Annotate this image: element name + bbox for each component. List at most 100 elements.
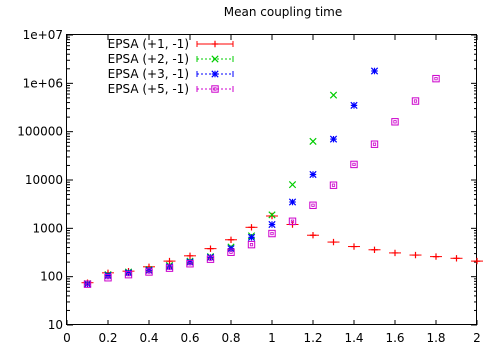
data-point bbox=[370, 140, 379, 148]
data-point-inner bbox=[413, 99, 418, 103]
data-point bbox=[83, 280, 92, 288]
data-point bbox=[453, 255, 460, 262]
data-point bbox=[211, 55, 219, 63]
data-point bbox=[350, 101, 358, 109]
data-point-inner bbox=[311, 203, 315, 207]
data-point bbox=[124, 270, 133, 279]
data-point bbox=[350, 160, 358, 169]
data-point bbox=[186, 252, 194, 260]
x-tick-label: 1.8 bbox=[426, 331, 445, 345]
data-point bbox=[227, 236, 235, 243]
data-point-inner bbox=[352, 162, 356, 167]
data-point bbox=[329, 91, 338, 99]
data-points bbox=[81, 67, 483, 288]
data-point-inner bbox=[249, 243, 254, 247]
data-point bbox=[330, 238, 337, 246]
data-point-inner bbox=[393, 120, 397, 124]
data-point bbox=[247, 240, 256, 249]
y-tick-label: 1e+07 bbox=[23, 28, 63, 42]
x-tick-label: 0.6 bbox=[180, 331, 199, 345]
chart-title: Mean coupling time bbox=[224, 5, 343, 19]
data-point bbox=[268, 220, 276, 229]
data-point bbox=[166, 257, 173, 265]
data-point-inner bbox=[106, 276, 110, 280]
data-point bbox=[329, 181, 338, 189]
y-axis: 10 100 1000 10000 100000 1e+06 1e+07 bbox=[17, 28, 477, 332]
data-point bbox=[268, 229, 276, 238]
data-point bbox=[268, 211, 276, 219]
data-point-inner bbox=[270, 231, 274, 236]
data-point bbox=[411, 97, 420, 105]
data-point bbox=[432, 74, 440, 83]
data-point bbox=[391, 249, 399, 257]
data-point bbox=[211, 70, 219, 78]
data-point bbox=[288, 198, 297, 206]
x-tick-label: 1.4 bbox=[344, 331, 363, 345]
data-point bbox=[391, 118, 399, 126]
data-point bbox=[288, 181, 297, 189]
data-point-inner bbox=[372, 142, 377, 146]
data-point bbox=[124, 269, 133, 277]
data-point bbox=[288, 217, 297, 225]
data-point bbox=[211, 40, 219, 48]
x-tick-label: 1.6 bbox=[385, 331, 404, 345]
data-point-inner bbox=[208, 257, 213, 261]
data-point-inner bbox=[167, 266, 172, 270]
y-tick-label: 10 bbox=[48, 318, 63, 332]
data-point-inner bbox=[229, 250, 233, 254]
x-tick-label: 0 bbox=[63, 331, 71, 345]
data-point bbox=[350, 243, 358, 250]
legend-label: EPSA (+3, -1) bbox=[108, 67, 189, 81]
data-point-inner bbox=[188, 262, 192, 266]
x-tick-label: 0.8 bbox=[221, 331, 240, 345]
data-point bbox=[412, 251, 419, 259]
x-tick-label: 1 bbox=[268, 331, 276, 345]
y-tick-label: 100 bbox=[40, 270, 63, 284]
data-point bbox=[329, 135, 338, 143]
y-tick-label: 1e+06 bbox=[23, 76, 63, 90]
data-point bbox=[104, 272, 112, 280]
data-point bbox=[227, 248, 235, 256]
legend-label: EPSA (+5, -1) bbox=[108, 82, 189, 96]
x-axis: 0 0.2 0.4 0.6 0.8 1 1.2 1.4 1.6 1.8 2 bbox=[63, 35, 481, 345]
data-point-inner bbox=[213, 87, 217, 91]
data-point bbox=[206, 253, 215, 262]
data-point-inner bbox=[331, 183, 336, 187]
data-point bbox=[309, 170, 317, 179]
data-point bbox=[473, 257, 481, 265]
series bbox=[81, 212, 483, 286]
data-point bbox=[186, 260, 194, 268]
data-point bbox=[83, 280, 92, 288]
y-tick-label: 10000 bbox=[25, 173, 63, 187]
x-tick-label: 0.2 bbox=[98, 331, 117, 345]
data-point bbox=[309, 232, 317, 239]
legend: EPSA (+1, -1)EPSA (+2, -1)EPSA (+3, -1)E… bbox=[108, 37, 234, 96]
data-point bbox=[206, 255, 215, 263]
y-tick-label: 100000 bbox=[17, 125, 63, 139]
series bbox=[83, 67, 379, 288]
x-tick-label: 1.2 bbox=[303, 331, 322, 345]
legend-label: EPSA (+2, -1) bbox=[108, 52, 189, 66]
data-point bbox=[145, 268, 153, 276]
data-point-inner bbox=[126, 273, 131, 277]
y-tick-label: 1000 bbox=[32, 221, 63, 235]
data-point bbox=[309, 201, 317, 209]
data-point bbox=[371, 246, 378, 253]
data-point bbox=[432, 253, 440, 260]
legend-label: EPSA (+1, -1) bbox=[108, 37, 189, 51]
data-point bbox=[247, 233, 256, 242]
data-point bbox=[186, 258, 194, 266]
data-point bbox=[370, 67, 379, 75]
data-point-inner bbox=[434, 77, 438, 81]
data-point bbox=[165, 264, 174, 272]
data-point bbox=[207, 245, 214, 252]
x-tick-label: 0.4 bbox=[139, 331, 158, 345]
data-point-inner bbox=[290, 219, 295, 223]
data-point bbox=[309, 137, 317, 145]
series bbox=[83, 74, 440, 288]
data-point bbox=[104, 274, 112, 282]
data-point bbox=[248, 224, 255, 231]
data-point-inner bbox=[85, 282, 90, 286]
x-tick-label: 2 bbox=[473, 331, 481, 345]
